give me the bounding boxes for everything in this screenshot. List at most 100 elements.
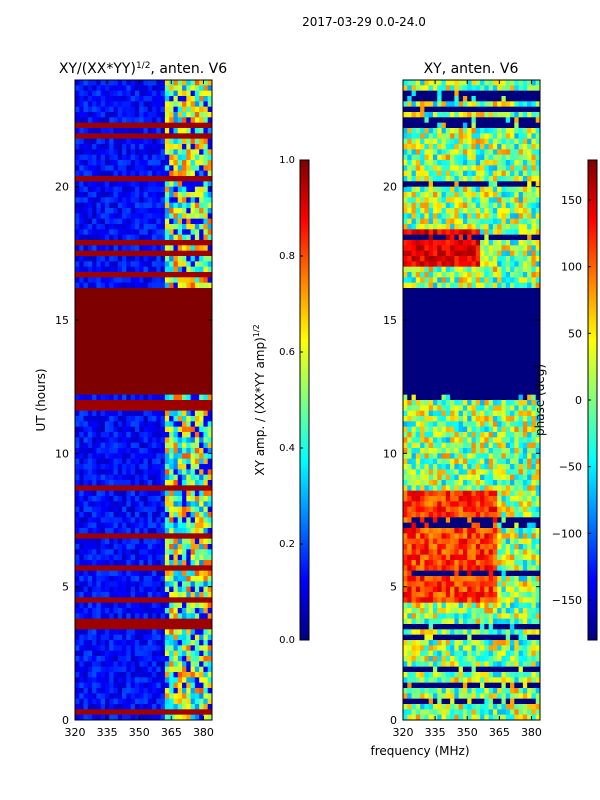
heatmap-cell [207,490,213,497]
heatmap-cell [75,133,80,140]
heatmap-cell [411,218,417,225]
heatmap-cell [160,186,166,193]
heatmap-cell [75,341,80,348]
heatmap-cell [505,96,511,102]
heatmap-cell [531,85,537,92]
heatmap-cell [75,426,80,433]
heatmap-cell [518,96,524,102]
heatmap-cell [194,426,200,433]
heatmap-cell [182,522,187,529]
heatmap-cell [87,560,93,566]
heatmap-cell [186,224,191,230]
heatmap-cell [87,581,93,588]
heatmap-cell [445,240,451,246]
heatmap-cell [134,304,140,310]
heatmap-cell [432,101,438,108]
heatmap-cell [203,565,209,572]
heatmap-cell [199,245,204,252]
heatmap-cell [510,250,515,257]
heatmap-cell [169,704,174,710]
heatmap-cell [488,256,494,262]
heatmap-cell [190,581,196,588]
heatmap-cell [92,608,97,614]
heatmap-cell [122,336,127,342]
heatmap-cell [518,138,524,145]
heatmap-cell [199,272,204,278]
heatmap-cell [87,421,93,428]
heatmap-cell [480,229,485,236]
heatmap-cell [182,85,187,92]
heatmap-cell [122,501,127,508]
heatmap-cell [432,96,438,102]
heatmap-cell [471,80,477,86]
heatmap-cell [156,282,162,289]
heatmap-cell [109,549,114,556]
heatmap-cell [143,613,149,620]
heatmap-cell [152,437,157,444]
heatmap-cell [134,314,140,321]
heatmap-cell [182,245,187,252]
heatmap-cell [177,437,183,444]
heatmap-cell [203,576,209,582]
heatmap-cell [169,650,174,657]
heatmap-cell [199,341,204,348]
heatmap-cell [79,661,84,668]
heatmap-cell [190,112,196,118]
heatmap-cell [454,261,460,268]
heatmap-cell [83,394,89,401]
heatmap-cell [194,464,200,470]
heatmap-cell [126,128,132,134]
heatmap-cell [113,186,119,193]
heatmap-cell [497,149,502,156]
heatmap-cell [92,181,97,188]
heatmap-cell [96,362,102,369]
heatmap-cell [152,426,157,433]
heatmap-cell [173,368,179,374]
heatmap-cell [113,346,119,353]
heatmap-cell [194,362,200,369]
heatmap-cell [173,138,179,145]
heatmap-cell [109,560,114,566]
heatmap-cell [428,240,434,246]
heatmap-cell [480,117,485,124]
heatmap-cell [96,426,102,433]
heatmap-cell [173,80,179,86]
heatmap-cell [488,90,494,97]
heatmap-cell [177,346,183,353]
heatmap-cell [518,192,524,198]
heatmap-cell [531,122,537,129]
heatmap-cell [92,346,97,353]
heatmap-cell [445,245,451,252]
heatmap-cell [147,640,153,646]
heatmap-cell [117,138,123,145]
heatmap-cell [122,709,127,716]
heatmap-cell [194,234,200,241]
heatmap-cell [428,224,434,230]
heatmap-cell [83,192,89,198]
heatmap-cell [190,538,196,545]
heatmap-cell [186,672,191,678]
heatmap-cell [527,85,532,92]
heatmap-cell [428,181,434,188]
heatmap-cell [152,144,157,150]
heatmap-cell [199,608,204,614]
heatmap-cell [75,90,80,97]
heatmap-cell [75,336,80,342]
heatmap-cell [475,181,481,188]
heatmap-cell [177,400,183,406]
heatmap-cell [190,202,196,209]
heatmap-cell [87,437,93,444]
heatmap-cell [492,208,498,214]
heatmap-cell [194,570,200,577]
heatmap-cell [130,666,136,673]
heatmap-cell [117,714,123,721]
heatmap-cell [164,378,170,385]
heatmap-cell [134,677,140,684]
heatmap-cell [147,586,153,593]
heatmap-cell [134,554,140,561]
heatmap-cell [531,186,537,193]
heatmap-cell [75,565,80,572]
heatmap-cell [505,176,511,182]
heatmap-cell [104,474,110,481]
heatmap-cell [190,416,196,422]
